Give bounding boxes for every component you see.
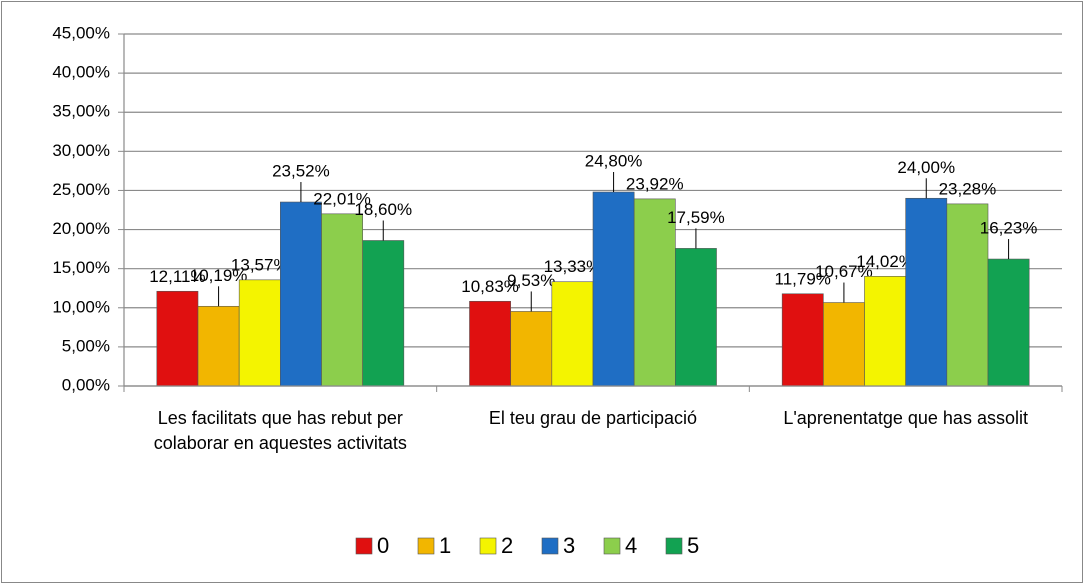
value-label: 10,19% (190, 266, 248, 285)
value-label: 24,00% (897, 158, 955, 177)
bar (197, 305, 240, 387)
value-label: 13,33% (544, 257, 602, 276)
bar (781, 293, 824, 387)
legend-label: 2 (501, 533, 513, 558)
bar (238, 279, 281, 387)
value-label: 23,28% (939, 179, 997, 198)
bar (362, 240, 405, 387)
bar (469, 300, 511, 387)
value-label: 12,11% (149, 267, 205, 286)
value-label: 23,52% (272, 162, 330, 181)
bar (156, 290, 199, 387)
bar (592, 191, 635, 387)
y-tick-label: 10,00% (52, 297, 110, 316)
bar (633, 198, 676, 387)
bar (675, 248, 717, 387)
value-label: 13,57% (231, 255, 289, 274)
legend-label: 3 (563, 533, 575, 558)
legend-swatch (355, 537, 373, 555)
y-tick-label: 40,00% (52, 63, 110, 82)
value-label: 24,80% (585, 151, 643, 170)
bar (905, 197, 948, 387)
value-label: 10,83% (461, 277, 519, 296)
value-label: 16,23% (980, 219, 1038, 238)
bar (946, 203, 989, 387)
x-tick-label: El teu grau de participació (488, 408, 698, 428)
value-label: 17,59% (667, 208, 725, 227)
value-label: 14,02% (856, 252, 914, 271)
bar (551, 281, 594, 387)
value-label: 23,92% (626, 174, 684, 193)
legend-swatch (665, 537, 683, 555)
legend-swatch (541, 537, 559, 555)
x-tick-label: L'aprenentatge que has assolit (783, 408, 1028, 428)
legend-swatch (479, 537, 497, 555)
y-tick-label: 0,00% (62, 375, 110, 394)
legend-label: 4 (625, 533, 637, 558)
y-tick-label: 25,00% (52, 180, 110, 199)
bar (280, 201, 322, 387)
legend-swatch (603, 537, 621, 555)
bar (987, 258, 1030, 387)
y-tick-label: 45,00% (52, 23, 110, 42)
legend-label: 1 (439, 533, 451, 558)
y-tick-label: 15,00% (52, 258, 110, 277)
legend-swatch (417, 537, 435, 555)
legend-label: 5 (687, 533, 699, 558)
value-label: 18,60% (354, 200, 412, 219)
y-tick-label: 5,00% (62, 336, 110, 355)
x-tick-label: Les facilitats que has rebut per colabor… (153, 408, 407, 453)
value-label: 22,01% (313, 189, 371, 208)
y-tick-label: 35,00% (52, 102, 110, 121)
y-tick-label: 30,00% (52, 141, 110, 160)
value-label: 9,53% (507, 271, 555, 290)
bar (510, 311, 553, 387)
bar (823, 302, 865, 387)
value-label: 11,79% (775, 269, 831, 288)
y-tick-label: 20,00% (52, 219, 110, 238)
bar (321, 213, 363, 387)
legend-label: 0 (377, 533, 389, 558)
value-label: 10,67% (815, 262, 873, 281)
bar (864, 276, 906, 387)
